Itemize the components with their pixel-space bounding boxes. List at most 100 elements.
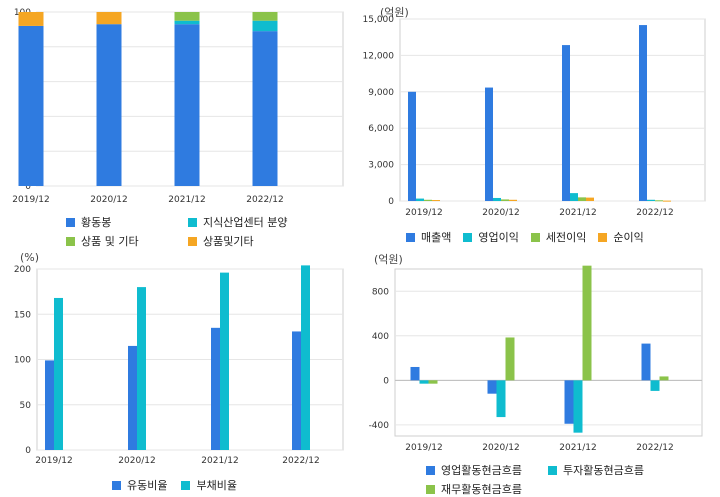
bar bbox=[639, 25, 647, 201]
legend-label: 상품 및 기타 bbox=[81, 235, 139, 248]
legend-swatch bbox=[406, 232, 415, 242]
income-chart: 0 3,000 6,000 9,000 12,000 15,000 2019/12 2020/… bbox=[363, 15, 706, 218]
x-tick-label: 2020/12 bbox=[118, 456, 155, 466]
bar bbox=[292, 331, 301, 450]
y-tick-label: 200 bbox=[14, 265, 31, 275]
legend-item: 지식산업센터 분양 bbox=[188, 214, 318, 230]
bar bbox=[174, 12, 200, 21]
legend-swatch bbox=[530, 232, 540, 242]
legend-swatch bbox=[66, 236, 75, 246]
bar bbox=[301, 265, 310, 450]
bar bbox=[174, 20, 200, 25]
y-tick-label: 150 bbox=[14, 310, 31, 320]
ratios-legend: 유동비율 부채비율 bbox=[112, 477, 237, 493]
legend-label: 지식산업센터 분양 bbox=[203, 216, 288, 229]
legend-swatch bbox=[188, 217, 197, 227]
composition-chart-panel: 0204060801002019/122020/122021/122022/12… bbox=[0, 0, 360, 250]
legend-swatch bbox=[548, 465, 557, 475]
legend-item: 영업이익 bbox=[463, 229, 519, 245]
bar bbox=[408, 91, 416, 201]
bar bbox=[54, 297, 63, 450]
bar bbox=[252, 12, 278, 21]
bar bbox=[496, 380, 506, 418]
cashflow-chart-panel: (억원) -400 0 400 800 2019/12 2020/12 2021/12 202… bbox=[360, 250, 720, 496]
x-tick-label: 2021/12 bbox=[559, 208, 596, 218]
y-tick-label: 50 bbox=[20, 401, 32, 411]
y-tick-label: 100 bbox=[14, 356, 31, 366]
bar bbox=[655, 200, 663, 202]
bar bbox=[45, 360, 54, 450]
bar bbox=[487, 380, 497, 394]
ratios-unit-label: (%) bbox=[20, 251, 40, 264]
bar bbox=[501, 199, 509, 201]
x-tick-label: 2021/12 bbox=[559, 443, 596, 453]
bar bbox=[659, 376, 669, 381]
legend-swatch bbox=[112, 480, 121, 490]
bar bbox=[18, 12, 44, 26]
legend-swatch bbox=[66, 217, 75, 227]
legend-item: 부채비율 bbox=[181, 477, 237, 493]
legend-swatch bbox=[463, 232, 473, 242]
bar bbox=[570, 193, 578, 201]
legend-item: 상품 및 기타 bbox=[66, 233, 178, 249]
bar bbox=[137, 287, 146, 450]
bar bbox=[582, 265, 592, 381]
legend-item: 영업활동현금흐름 bbox=[426, 462, 538, 478]
bar bbox=[509, 199, 517, 201]
bar bbox=[641, 343, 651, 381]
x-tick-label: 2022/12 bbox=[636, 443, 673, 453]
bar bbox=[505, 337, 515, 381]
legend-label: 매출액 bbox=[421, 231, 452, 244]
bar bbox=[416, 198, 424, 201]
y-tick-label: 15,000 bbox=[363, 15, 395, 25]
bar bbox=[573, 380, 583, 433]
bar bbox=[419, 380, 429, 384]
x-tick-label: 2021/12 bbox=[168, 195, 205, 205]
y-tick-label: 800 bbox=[372, 287, 389, 297]
x-tick-label: 2020/12 bbox=[482, 208, 519, 218]
y-tick-label: -400 bbox=[369, 421, 390, 431]
bar bbox=[96, 12, 122, 25]
legend-item: 순이익 bbox=[598, 229, 644, 245]
x-tick-label: 2021/12 bbox=[201, 456, 238, 466]
legend-label: 세전이익 bbox=[545, 231, 587, 244]
legend-label: 부채비율 bbox=[196, 479, 237, 492]
x-tick-label: 2022/12 bbox=[636, 208, 673, 218]
y-tick-label: 0 bbox=[25, 446, 31, 456]
y-tick-label: 0 bbox=[25, 182, 31, 192]
legend-label: 투자활동현금흐름 bbox=[563, 464, 644, 477]
x-tick-label: 2020/12 bbox=[90, 195, 127, 205]
x-tick-label: 2022/12 bbox=[282, 456, 319, 466]
legend-label: 재무활동현금흐름 bbox=[441, 483, 522, 496]
bar bbox=[18, 25, 44, 187]
y-tick-label: 0 bbox=[383, 376, 389, 386]
legend-item: 유동비율 bbox=[112, 477, 167, 493]
plot-area bbox=[399, 18, 706, 202]
y-tick-label: 6,000 bbox=[368, 124, 394, 134]
y-tick-label: 12,000 bbox=[363, 51, 395, 61]
income-legend: 매출액 영업이익 세전이익 순이익 bbox=[406, 229, 644, 245]
income-chart-panel: (억원) 0 3,000 6,000 9,000 12,000 15,000 2019/12… bbox=[360, 0, 720, 250]
bar bbox=[647, 199, 655, 201]
legend-item: 세전이익 bbox=[530, 229, 587, 245]
bar bbox=[96, 24, 122, 187]
legend-item: 매출액 bbox=[406, 229, 451, 245]
bar bbox=[493, 197, 501, 201]
legend-item: 상품및기타 bbox=[188, 233, 318, 249]
bar bbox=[428, 380, 438, 384]
legend-item: 황동봉 bbox=[66, 214, 178, 230]
bar bbox=[252, 20, 278, 32]
legend-swatch bbox=[426, 465, 435, 475]
income-unit-label: (억원) bbox=[380, 6, 409, 19]
legend-swatch bbox=[188, 236, 197, 246]
legend-label: 황동봉 bbox=[81, 216, 112, 229]
bar bbox=[650, 380, 660, 391]
bar bbox=[424, 199, 432, 201]
bar bbox=[663, 200, 671, 202]
x-tick-label: 2020/12 bbox=[482, 443, 519, 453]
legend-item: 재무활동현금흐름 bbox=[426, 481, 538, 497]
y-tick-label: 3,000 bbox=[368, 161, 394, 171]
legend-swatch bbox=[598, 232, 608, 242]
